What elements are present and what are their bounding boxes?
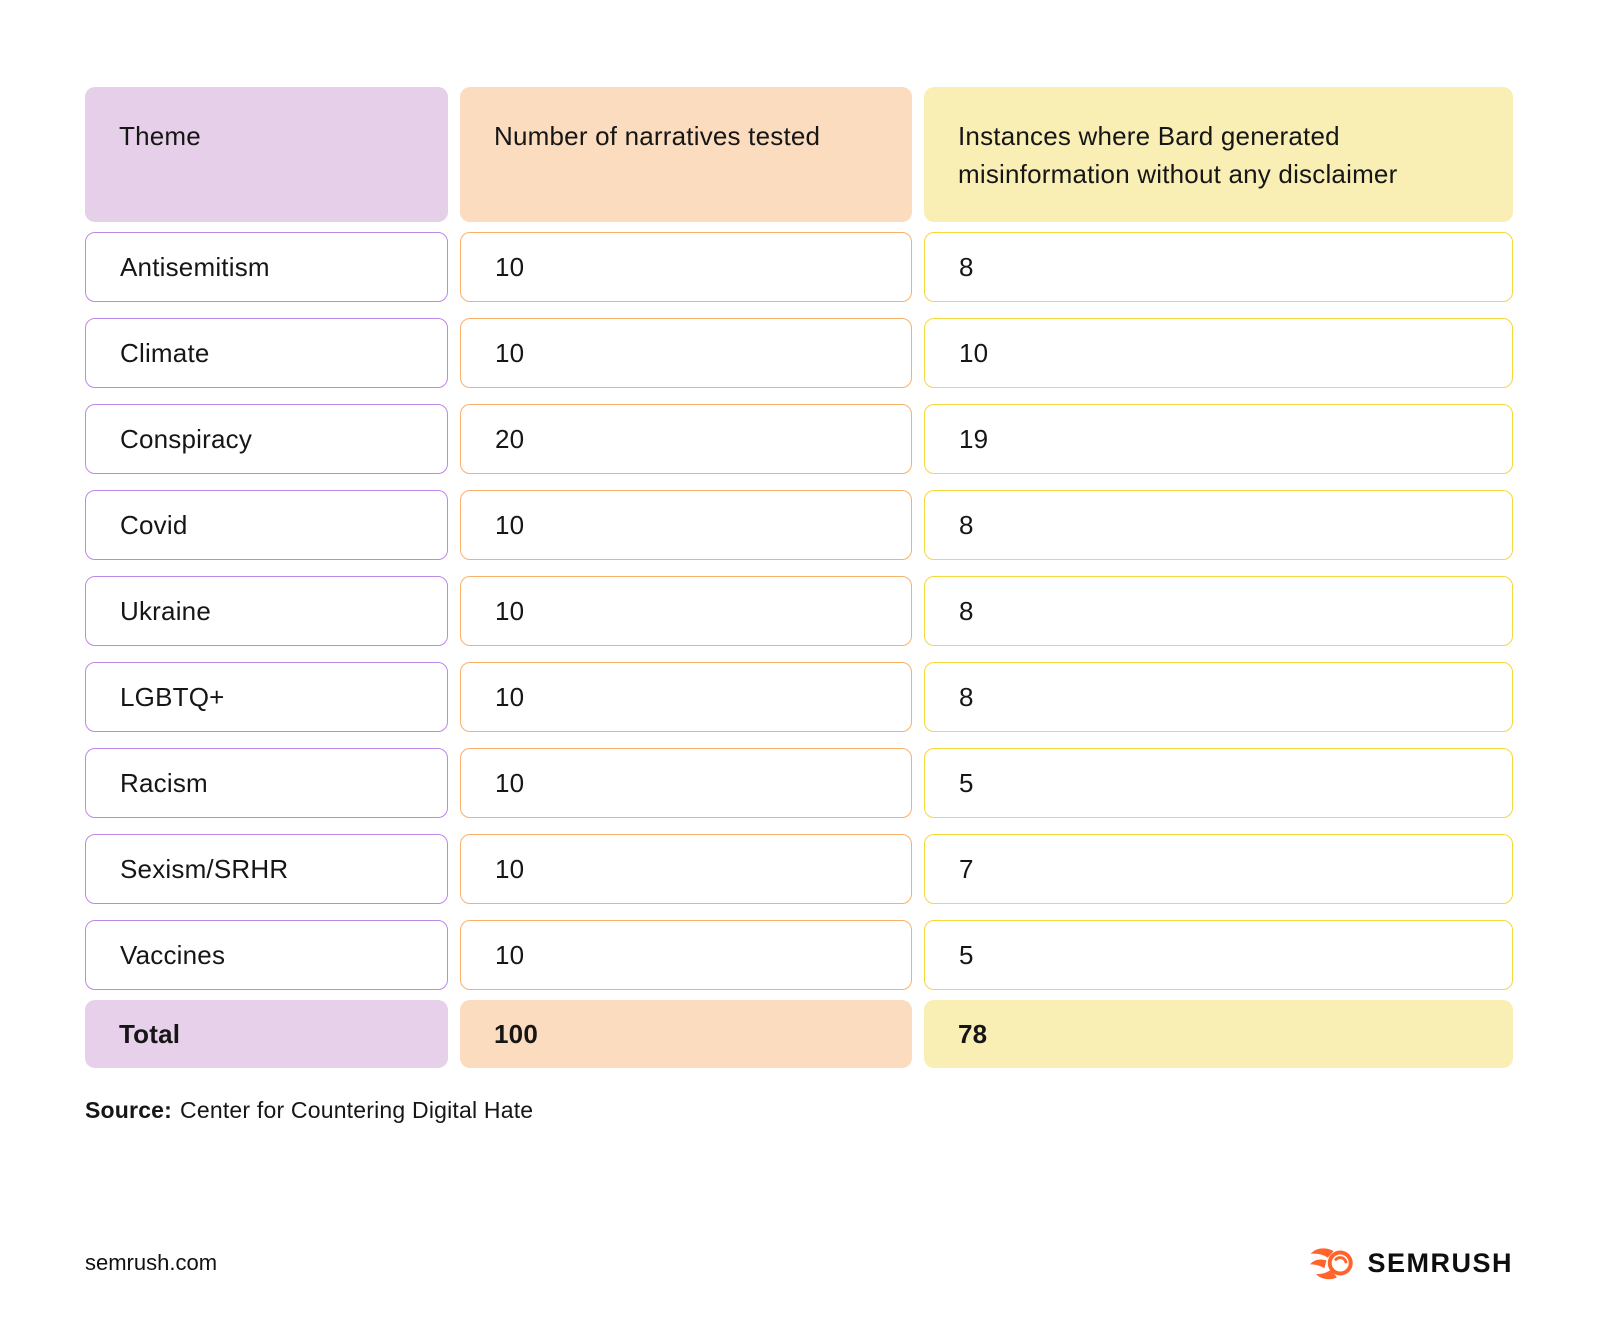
table-total-row: Total 100 78 [85, 1000, 1513, 1068]
cell-theme: Racism [85, 748, 448, 818]
table-row: Conspiracy 20 19 [85, 404, 1513, 474]
semrush-logo-text: SEMRUSH [1367, 1247, 1513, 1278]
header-instances-misinformation: Instances where Bard generated misinform… [924, 87, 1513, 222]
cell-narratives: 20 [460, 404, 912, 474]
table-row: LGBTQ+ 10 8 [85, 662, 1513, 732]
cell-theme: Conspiracy [85, 404, 448, 474]
cell-theme: Antisemitism [85, 232, 448, 302]
cell-narratives: 10 [460, 834, 912, 904]
semrush-fireball-icon [1310, 1244, 1356, 1282]
cell-instances: 8 [924, 576, 1513, 646]
source-line: Source: Center for Countering Digital Hat… [85, 1097, 533, 1124]
cell-instances: 19 [924, 404, 1513, 474]
total-label-cell: Total [85, 1000, 448, 1068]
footer-site-url: semrush.com [85, 1250, 218, 1275]
cell-instances: 5 [924, 748, 1513, 818]
cell-instances: 5 [924, 920, 1513, 990]
table-row: Ukraine 10 8 [85, 576, 1513, 646]
cell-instances: 8 [924, 232, 1513, 302]
footer: semrush.com SEMRUSH [85, 1234, 1513, 1292]
cell-theme: LGBTQ+ [85, 662, 448, 732]
source-label: Source: [85, 1097, 173, 1123]
cell-instances: 7 [924, 834, 1513, 904]
table-body: Antisemitism 10 8 Climate 10 10 Conspiracy 20 19… [85, 232, 1513, 990]
cell-narratives: 10 [460, 920, 912, 990]
table-row: Antisemitism 10 8 [85, 232, 1513, 302]
cell-instances: 8 [924, 490, 1513, 560]
cell-theme: Climate [85, 318, 448, 388]
total-narratives-cell: 100 [460, 1000, 912, 1068]
misinformation-table: Theme Number of narratives tested Instan… [85, 87, 1513, 1068]
total-instances-cell: 78 [924, 1000, 1513, 1068]
cell-narratives: 10 [460, 490, 912, 560]
table-header-row: Theme Number of narratives tested Instan… [85, 87, 1513, 222]
table-row: Racism 10 5 [85, 748, 1513, 818]
source-text: Center for Countering Digital Hate [180, 1097, 534, 1123]
cell-theme: Covid [85, 490, 448, 560]
cell-theme: Vaccines [85, 920, 448, 990]
table-row: Vaccines 10 5 [85, 920, 1513, 990]
cell-narratives: 10 [460, 232, 912, 302]
header-narratives-tested: Number of narratives tested [460, 87, 912, 222]
cell-narratives: 10 [460, 576, 912, 646]
table-row: Covid 10 8 [85, 490, 1513, 560]
cell-narratives: 10 [460, 318, 912, 388]
table-row: Climate 10 10 [85, 318, 1513, 388]
table-row: Sexism/SRHR 10 7 [85, 834, 1513, 904]
cell-instances: 8 [924, 662, 1513, 732]
cell-narratives: 10 [460, 662, 912, 732]
cell-narratives: 10 [460, 748, 912, 818]
cell-theme: Ukraine [85, 576, 448, 646]
cell-instances: 10 [924, 318, 1513, 388]
semrush-logo: SEMRUSH [1310, 1244, 1513, 1282]
header-theme: Theme [85, 87, 448, 222]
cell-theme: Sexism/SRHR [85, 834, 448, 904]
